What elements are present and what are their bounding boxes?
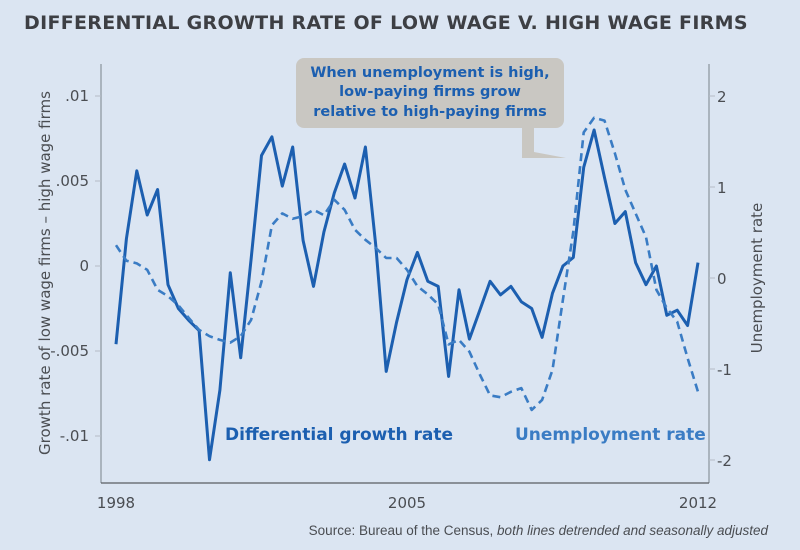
source-note: Source: Bureau of the Census, both lines… <box>309 523 768 538</box>
callout-tail <box>522 126 566 158</box>
y2-tick-label: -2 <box>717 452 732 470</box>
y2-tick-label: 2 <box>717 88 727 106</box>
callout-line: low-paying firms grow <box>339 84 521 101</box>
y-tick-label: .005 <box>56 172 89 190</box>
x-tick-label: 2012 <box>679 494 717 512</box>
y-tick-label: .01 <box>65 87 89 105</box>
right-axis: 2 1 0 -1 -2 <box>709 88 732 470</box>
series-label-unemployment: Unemployment rate <box>515 425 706 445</box>
series-line-differential-growth <box>114 128 700 462</box>
source-prefix: Source: Bureau of the Census, <box>308 523 498 538</box>
left-axis: .01 .005 0 -.005 -.01 <box>50 87 101 445</box>
y2-axis-title: Unemployment rate <box>748 203 766 354</box>
y2-tick-label: 1 <box>717 179 727 197</box>
series-label-differential-growth: Differential growth rate <box>225 425 453 445</box>
callout-bubble: When unemployment is high, low-paying fi… <box>296 58 564 128</box>
chart-title: DIFFERENTIAL GROWTH RATE OF LOW WAGE V. … <box>24 12 748 34</box>
x-axis: 1998 2005 2012 <box>97 494 717 512</box>
y2-tick-label: 0 <box>717 270 727 288</box>
callout-line: When unemployment is high, <box>310 64 550 81</box>
y2-tick-label: -1 <box>717 361 732 379</box>
series-lines <box>114 116 700 462</box>
x-tick-label: 2005 <box>388 494 426 512</box>
y-tick-label: -.005 <box>50 342 89 360</box>
y-tick-label: -.01 <box>60 427 89 445</box>
series-line-unemployment <box>114 116 700 412</box>
y-tick-label: 0 <box>79 257 89 275</box>
callout-line: relative to high-paying firms <box>313 103 547 120</box>
source-italic: both lines detrended and seasonally adju… <box>497 523 768 538</box>
y-axis-title: Growth rate of low wage firms – high wag… <box>36 91 54 455</box>
x-tick-label: 1998 <box>97 494 135 512</box>
plot-frame <box>100 64 710 484</box>
